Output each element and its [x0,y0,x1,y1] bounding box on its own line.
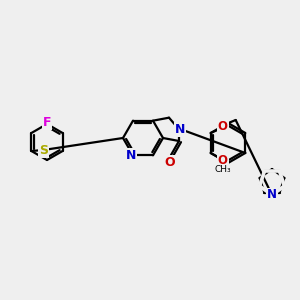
Text: CH₃: CH₃ [214,164,231,173]
Text: O: O [218,154,228,167]
Text: N: N [175,123,185,136]
Text: N: N [126,149,136,162]
Text: O: O [165,155,175,169]
Text: O: O [218,119,228,133]
Text: S: S [39,143,48,157]
Text: N: N [267,188,277,202]
Text: F: F [43,116,51,128]
